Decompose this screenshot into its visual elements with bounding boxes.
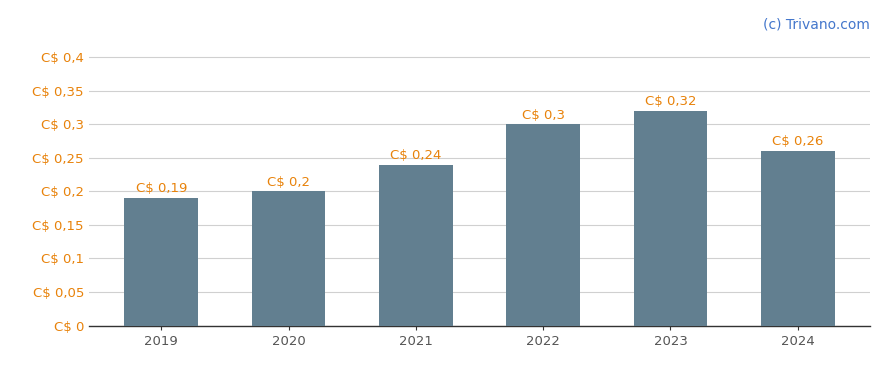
Text: C$ 0,19: C$ 0,19 [136,182,187,195]
Text: C$ 0,2: C$ 0,2 [267,176,310,189]
Text: C$ 0,3: C$ 0,3 [521,108,565,122]
Bar [761,151,835,326]
Bar [251,191,326,326]
Bar [379,165,453,326]
Text: (c) Trivano.com: (c) Trivano.com [764,17,870,31]
Bar [124,198,198,326]
Bar [633,111,708,326]
Text: C$ 0,32: C$ 0,32 [645,95,696,108]
Bar [506,124,580,326]
Text: C$ 0,24: C$ 0,24 [390,149,441,162]
Text: C$ 0,26: C$ 0,26 [772,135,823,148]
